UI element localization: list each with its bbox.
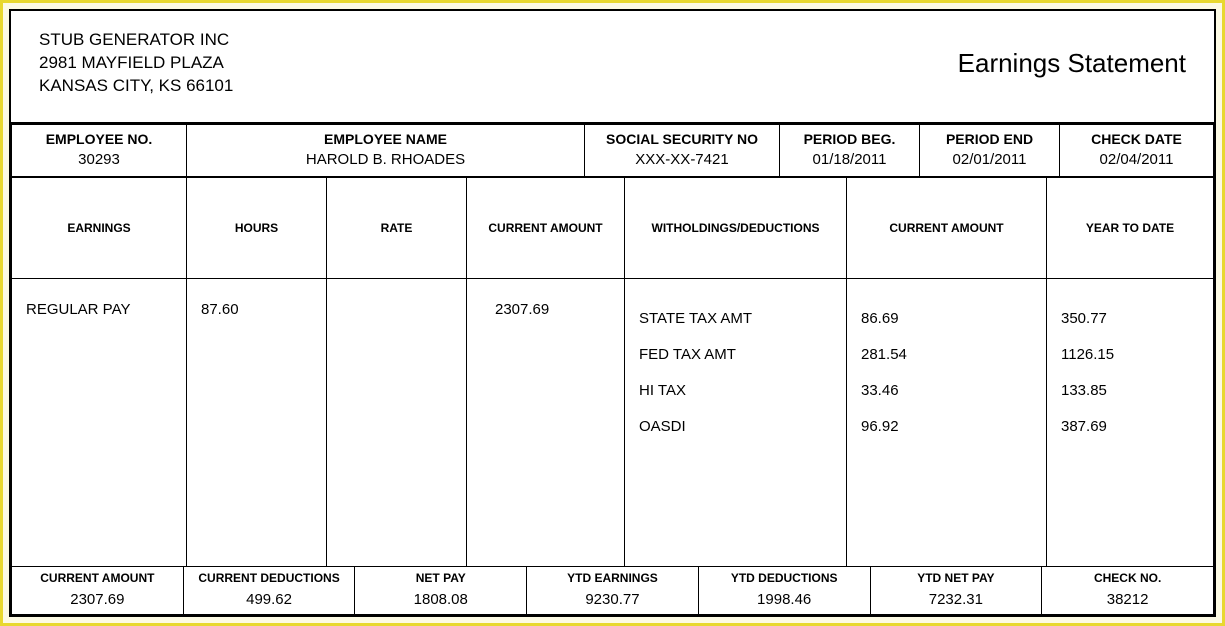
period-end: 02/01/2011 (920, 149, 1060, 177)
employee-name: HAROLD B. RHOADES (187, 149, 585, 177)
employee-ssn: XXX-XX-7421 (585, 149, 780, 177)
label-check-no: CHECK NO. (1042, 567, 1214, 590)
footer-ytd-earnings: 9230.77 (527, 589, 699, 615)
col-rate: RATE (327, 177, 467, 278)
label-ssn: SOCIAL SECURITY NO (585, 124, 780, 149)
label-current-deductions: CURRENT DEDUCTIONS (183, 567, 355, 590)
deduction-ytd: 350.77 (1061, 301, 1199, 337)
statement-title: Earnings Statement (958, 48, 1186, 79)
company-street: 2981 MAYFIELD PLAZA (39, 52, 233, 75)
deduction-ytd: 133.85 (1061, 373, 1199, 409)
label-ytd-deductions: YTD DEDUCTIONS (698, 567, 870, 590)
earnings-rate (327, 278, 467, 566)
deduction-name: OASDI (639, 409, 832, 445)
footer-table: CURRENT AMOUNT CURRENT DEDUCTIONS NET PA… (11, 566, 1214, 615)
company-name: STUB GENERATOR INC (39, 29, 233, 52)
footer-current-deductions: 499.62 (183, 589, 355, 615)
company-city: KANSAS CITY, KS 66101 (39, 75, 233, 98)
col-ytd: YEAR TO DATE (1047, 177, 1214, 278)
footer-ytd-net-pay: 7232.31 (870, 589, 1042, 615)
deduction-current: 33.46 (861, 373, 1032, 409)
page-frame: STUB GENERATOR INC 2981 MAYFIELD PLAZA K… (0, 0, 1225, 626)
label-check-date: CHECK DATE (1060, 124, 1214, 149)
earnings-hours: 87.60 (187, 278, 327, 566)
label-net-pay: NET PAY (355, 567, 527, 590)
deduction-current: 281.54 (861, 337, 1032, 373)
deduction-name: FED TAX AMT (639, 337, 832, 373)
label-ytd-earnings: YTD EARNINGS (527, 567, 699, 590)
deductions-names: STATE TAX AMTFED TAX AMTHI TAXOASDI (625, 278, 847, 566)
earnings-type: REGULAR PAY (12, 278, 187, 566)
deduction-current: 96.92 (861, 409, 1032, 445)
col-earnings: EARNINGS (12, 177, 187, 278)
check-date: 02/04/2011 (1060, 149, 1214, 177)
footer-ytd-deductions: 1998.46 (698, 589, 870, 615)
label-employee-no: EMPLOYEE NO. (12, 124, 187, 149)
col-current-amount-2: CURRENT AMOUNT (847, 177, 1047, 278)
col-hours: HOURS (187, 177, 327, 278)
label-current-amount: CURRENT AMOUNT (12, 567, 184, 590)
header: STUB GENERATOR INC 2981 MAYFIELD PLAZA K… (11, 11, 1214, 124)
label-ytd-net-pay: YTD NET PAY (870, 567, 1042, 590)
footer-current-amount: 2307.69 (12, 589, 184, 615)
col-current-amount: CURRENT AMOUNT (467, 177, 625, 278)
employee-no: 30293 (12, 149, 187, 177)
label-period-beg: PERIOD BEG. (780, 124, 920, 149)
deduction-ytd: 1126.15 (1061, 337, 1199, 373)
period-beg: 01/18/2011 (780, 149, 920, 177)
employee-info-table: EMPLOYEE NO. EMPLOYEE NAME SOCIAL SECURI… (11, 124, 1214, 177)
deductions-current: 86.69281.5433.4696.92 (847, 278, 1047, 566)
deductions-ytd: 350.771126.15133.85387.69 (1047, 278, 1214, 566)
col-withholdings: WITHOLDINGS/DEDUCTIONS (625, 177, 847, 278)
label-period-end: PERIOD END (920, 124, 1060, 149)
footer-check-no: 38212 (1042, 589, 1214, 615)
deduction-name: HI TAX (639, 373, 832, 409)
earnings-current: 2307.69 (467, 278, 625, 566)
footer-net-pay: 1808.08 (355, 589, 527, 615)
label-employee-name: EMPLOYEE NAME (187, 124, 585, 149)
deduction-current: 86.69 (861, 301, 1032, 337)
deduction-name: STATE TAX AMT (639, 301, 832, 337)
company-address: STUB GENERATOR INC 2981 MAYFIELD PLAZA K… (39, 29, 233, 98)
deduction-ytd: 387.69 (1061, 409, 1199, 445)
earnings-table: EARNINGS HOURS RATE CURRENT AMOUNT WITHO… (11, 177, 1214, 566)
earnings-statement: STUB GENERATOR INC 2981 MAYFIELD PLAZA K… (9, 9, 1216, 617)
